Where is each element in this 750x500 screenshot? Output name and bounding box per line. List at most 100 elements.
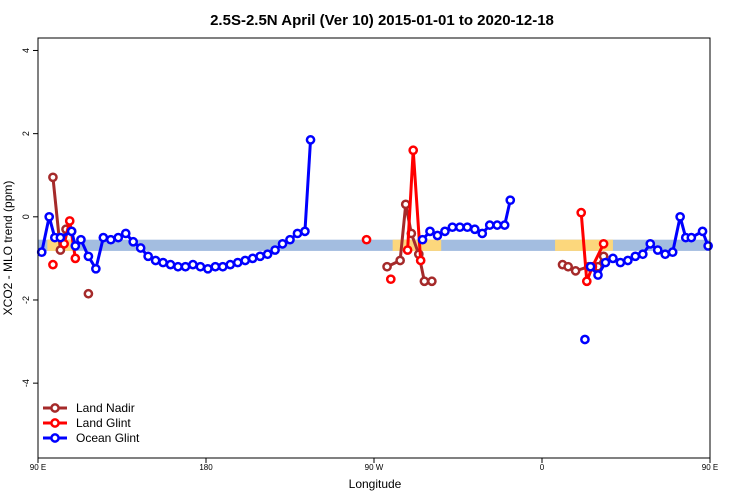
data-point bbox=[637, 249, 648, 260]
series-land-nadir bbox=[48, 172, 609, 299]
data-point bbox=[686, 232, 697, 243]
data-point bbox=[225, 259, 236, 270]
data-point bbox=[120, 228, 131, 239]
legend-marker bbox=[50, 433, 60, 443]
data-point bbox=[173, 261, 183, 272]
data-point bbox=[262, 249, 273, 260]
data-point bbox=[652, 245, 663, 255]
data-point bbox=[570, 266, 581, 276]
data-point bbox=[499, 220, 510, 230]
y-axis-label: XCO2 - MLO trend (ppm) bbox=[1, 181, 15, 316]
data-point bbox=[48, 259, 58, 270]
data-point bbox=[645, 238, 656, 249]
data-point bbox=[432, 230, 443, 241]
data-point bbox=[277, 238, 288, 249]
data-point bbox=[44, 211, 55, 222]
data-point bbox=[143, 251, 153, 262]
data-point bbox=[292, 228, 303, 239]
data-point bbox=[425, 226, 435, 237]
legend-label: Ocean Glint bbox=[76, 431, 140, 445]
data-point bbox=[55, 232, 66, 243]
data-point bbox=[165, 259, 176, 270]
data-point bbox=[492, 220, 503, 230]
reference-band bbox=[38, 239, 710, 251]
data-point bbox=[408, 145, 419, 156]
legend-marker bbox=[50, 418, 60, 428]
data-point bbox=[113, 232, 124, 243]
data-point bbox=[395, 255, 405, 266]
data-point bbox=[135, 243, 146, 253]
data-point bbox=[563, 261, 573, 272]
data-point bbox=[91, 263, 101, 274]
data-point bbox=[615, 257, 626, 268]
series-ocean-glint bbox=[36, 135, 713, 345]
data-point bbox=[255, 251, 265, 262]
series-line bbox=[579, 212, 605, 283]
data-point bbox=[580, 334, 590, 345]
data-point bbox=[385, 274, 396, 285]
data-point bbox=[419, 276, 430, 287]
x-tick-label: 0 bbox=[540, 463, 545, 472]
data-point bbox=[158, 257, 168, 268]
series-land-glint bbox=[48, 145, 609, 287]
data-point bbox=[608, 253, 618, 264]
data-point bbox=[400, 199, 411, 210]
data-point bbox=[48, 172, 58, 183]
data-point bbox=[305, 135, 316, 145]
data-point bbox=[484, 220, 495, 230]
data-point bbox=[593, 270, 603, 280]
legend-label: Land Nadir bbox=[76, 401, 135, 415]
x-axis-label: Longitude bbox=[349, 477, 402, 491]
data-point bbox=[455, 222, 465, 233]
data-point bbox=[217, 261, 228, 272]
data-point bbox=[447, 222, 458, 233]
x-tick-label: 90 E bbox=[30, 463, 46, 472]
data-point bbox=[64, 216, 75, 226]
y-tick-label: 0 bbox=[21, 214, 31, 219]
data-point bbox=[417, 234, 428, 245]
data-point bbox=[623, 255, 633, 266]
data-point bbox=[598, 238, 609, 249]
data-point bbox=[210, 261, 221, 272]
data-point bbox=[76, 234, 86, 245]
data-point bbox=[195, 261, 206, 272]
data-point bbox=[285, 234, 295, 245]
data-point bbox=[630, 251, 641, 262]
data-point bbox=[697, 226, 708, 237]
data-layer bbox=[36, 135, 713, 345]
data-point bbox=[70, 253, 81, 264]
data-point bbox=[150, 255, 161, 266]
legend-label: Land Glint bbox=[76, 416, 131, 430]
data-point bbox=[477, 228, 488, 239]
data-point bbox=[232, 257, 243, 268]
data-point bbox=[361, 234, 372, 245]
chart-title: 2.5S-2.5N April (Ver 10) 2015-01-01 to 2… bbox=[210, 12, 554, 29]
data-point bbox=[415, 255, 426, 266]
data-point bbox=[600, 257, 611, 268]
x-axis: 90 E 180 90 W 0 90 E bbox=[30, 458, 718, 472]
x-tick-label: 90 W bbox=[365, 463, 384, 472]
data-point bbox=[427, 276, 437, 287]
x-tick-label: 90 E bbox=[702, 463, 718, 472]
data-point bbox=[128, 236, 139, 247]
data-point bbox=[36, 247, 47, 258]
data-point bbox=[247, 253, 258, 264]
data-point bbox=[576, 207, 587, 218]
data-point bbox=[70, 241, 81, 251]
data-point bbox=[440, 226, 450, 237]
data-point bbox=[505, 195, 516, 206]
x-tick-label: 180 bbox=[199, 463, 213, 472]
data-point bbox=[667, 247, 678, 258]
data-point bbox=[462, 222, 473, 233]
data-point bbox=[83, 251, 94, 262]
y-tick-label: 4 bbox=[21, 48, 31, 53]
y-tick-label: -4 bbox=[21, 379, 31, 387]
data-point bbox=[203, 263, 213, 274]
data-point bbox=[675, 211, 685, 222]
y-tick-label: -2 bbox=[21, 296, 31, 304]
data-point bbox=[180, 261, 191, 272]
data-point bbox=[98, 232, 109, 243]
data-point bbox=[300, 226, 310, 237]
y-tick-label: 2 bbox=[21, 131, 31, 136]
